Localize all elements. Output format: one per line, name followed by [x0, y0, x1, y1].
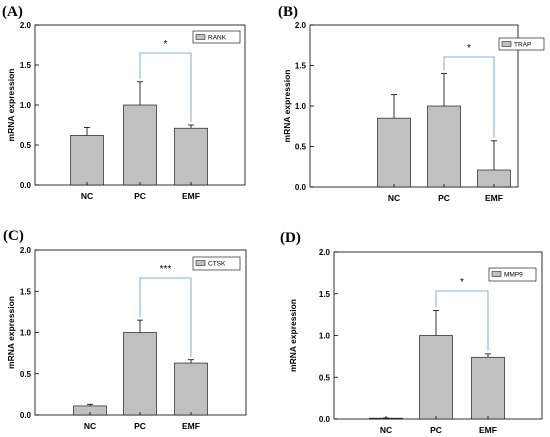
bar-emf [174, 127, 208, 186]
panel-label: (D) [280, 230, 301, 246]
y-tick-label: 1.0 [20, 101, 32, 110]
y-tick-label: 0.0 [319, 415, 331, 424]
significance-marker: * [460, 277, 464, 288]
x-tick-label: NC [380, 425, 392, 435]
y-axis-label: mRNA expression [6, 296, 16, 369]
bar-nc [70, 135, 104, 186]
significance-bracket [139, 277, 192, 357]
bar-pc [123, 332, 157, 416]
y-tick-label: 2.0 [20, 21, 32, 30]
y-tick-label: 1.0 [295, 102, 307, 111]
legend-box [192, 30, 241, 44]
panel-label: (B) [278, 4, 298, 20]
x-tick-label: NC [388, 193, 400, 203]
x-tick-label: PC [134, 421, 146, 431]
significance-marker: * [164, 39, 168, 50]
significance-bracket [443, 56, 495, 138]
legend-label: RANK [208, 35, 227, 42]
significance-marker: *** [160, 264, 172, 275]
y-tick-label: 0.0 [20, 411, 32, 420]
y-tick-label: 1.0 [20, 329, 32, 338]
x-tick-label: PC [438, 193, 450, 203]
legend-box [498, 37, 545, 51]
y-tick-label: 1.0 [319, 332, 331, 341]
significance-bracket [435, 290, 489, 351]
y-tick-label: 2.0 [295, 21, 307, 30]
legend: TRAP [498, 37, 545, 51]
x-tick-label: PC [430, 425, 442, 435]
legend-label: MMP9 [504, 272, 523, 279]
legend: RANK [192, 30, 241, 44]
plot-frame [309, 24, 519, 188]
bar-emf [174, 362, 208, 416]
legend-label: TRAP [514, 42, 531, 49]
y-tick-label: 2.0 [20, 246, 32, 255]
significance-bracket [139, 52, 192, 122]
y-tick-label: 1.5 [20, 287, 32, 296]
significance-marker: * [467, 43, 471, 54]
x-tick-label: EMF [485, 193, 503, 203]
x-tick-label: NC [81, 191, 93, 201]
bar-nc [377, 117, 411, 188]
y-tick-label: 0.5 [319, 373, 331, 382]
legend-swatch [491, 271, 502, 277]
chart-panel-1: (A) mRNA expression 0.0 0.5 1.0 1.5 2.0 NC PC EMF… [2, 4, 246, 201]
y-tick-label: 0.0 [295, 183, 307, 192]
chart-panel-2: (B) mRNA expression 0.0 0.5 1.0 1.5 2.0 NC PC EMF… [278, 4, 545, 203]
y-tick-label: 0.0 [20, 181, 32, 190]
legend-swatch [195, 34, 206, 40]
y-tick-label: 0.5 [20, 370, 32, 379]
legend: CTSK [192, 256, 241, 271]
x-tick-label: PC [134, 191, 146, 201]
legend-label: CTSK [208, 261, 226, 268]
legend: MMP9 [488, 267, 537, 282]
y-tick-label: 0.5 [20, 141, 32, 150]
y-tick-label: 1.5 [20, 61, 32, 70]
bar-emf [471, 356, 505, 420]
legend-swatch [501, 41, 512, 47]
chart-panel-3: (C) mRNA expression 0.0 0.5 1.0 1.5 2.0 NC PC EMF… [3, 228, 247, 431]
bar-pc [419, 335, 453, 420]
bar-pc [123, 104, 157, 186]
bar-pc [427, 105, 461, 188]
panel-label: (C) [3, 228, 24, 244]
y-tick-label: 0.5 [295, 143, 307, 152]
y-axis-label: mRNA expression [288, 299, 298, 372]
panel-label: (A) [2, 4, 23, 20]
x-tick-label: EMF [479, 425, 497, 435]
y-axis-label: mRNA expression [282, 70, 292, 143]
legend-swatch [195, 260, 206, 266]
x-tick-label: EMF [182, 191, 200, 201]
y-axis-label: mRNA expression [6, 69, 16, 142]
y-tick-label: 2.0 [319, 248, 331, 257]
x-tick-label: EMF [182, 421, 200, 431]
y-tick-label: 1.5 [319, 290, 331, 299]
chart-panel-4: (D) mRNA expression 0.0 0.5 1.0 1.5 2.0 NC PC EMF… [280, 230, 543, 435]
x-tick-label: NC [84, 421, 96, 431]
y-tick-label: 1.5 [295, 62, 307, 71]
